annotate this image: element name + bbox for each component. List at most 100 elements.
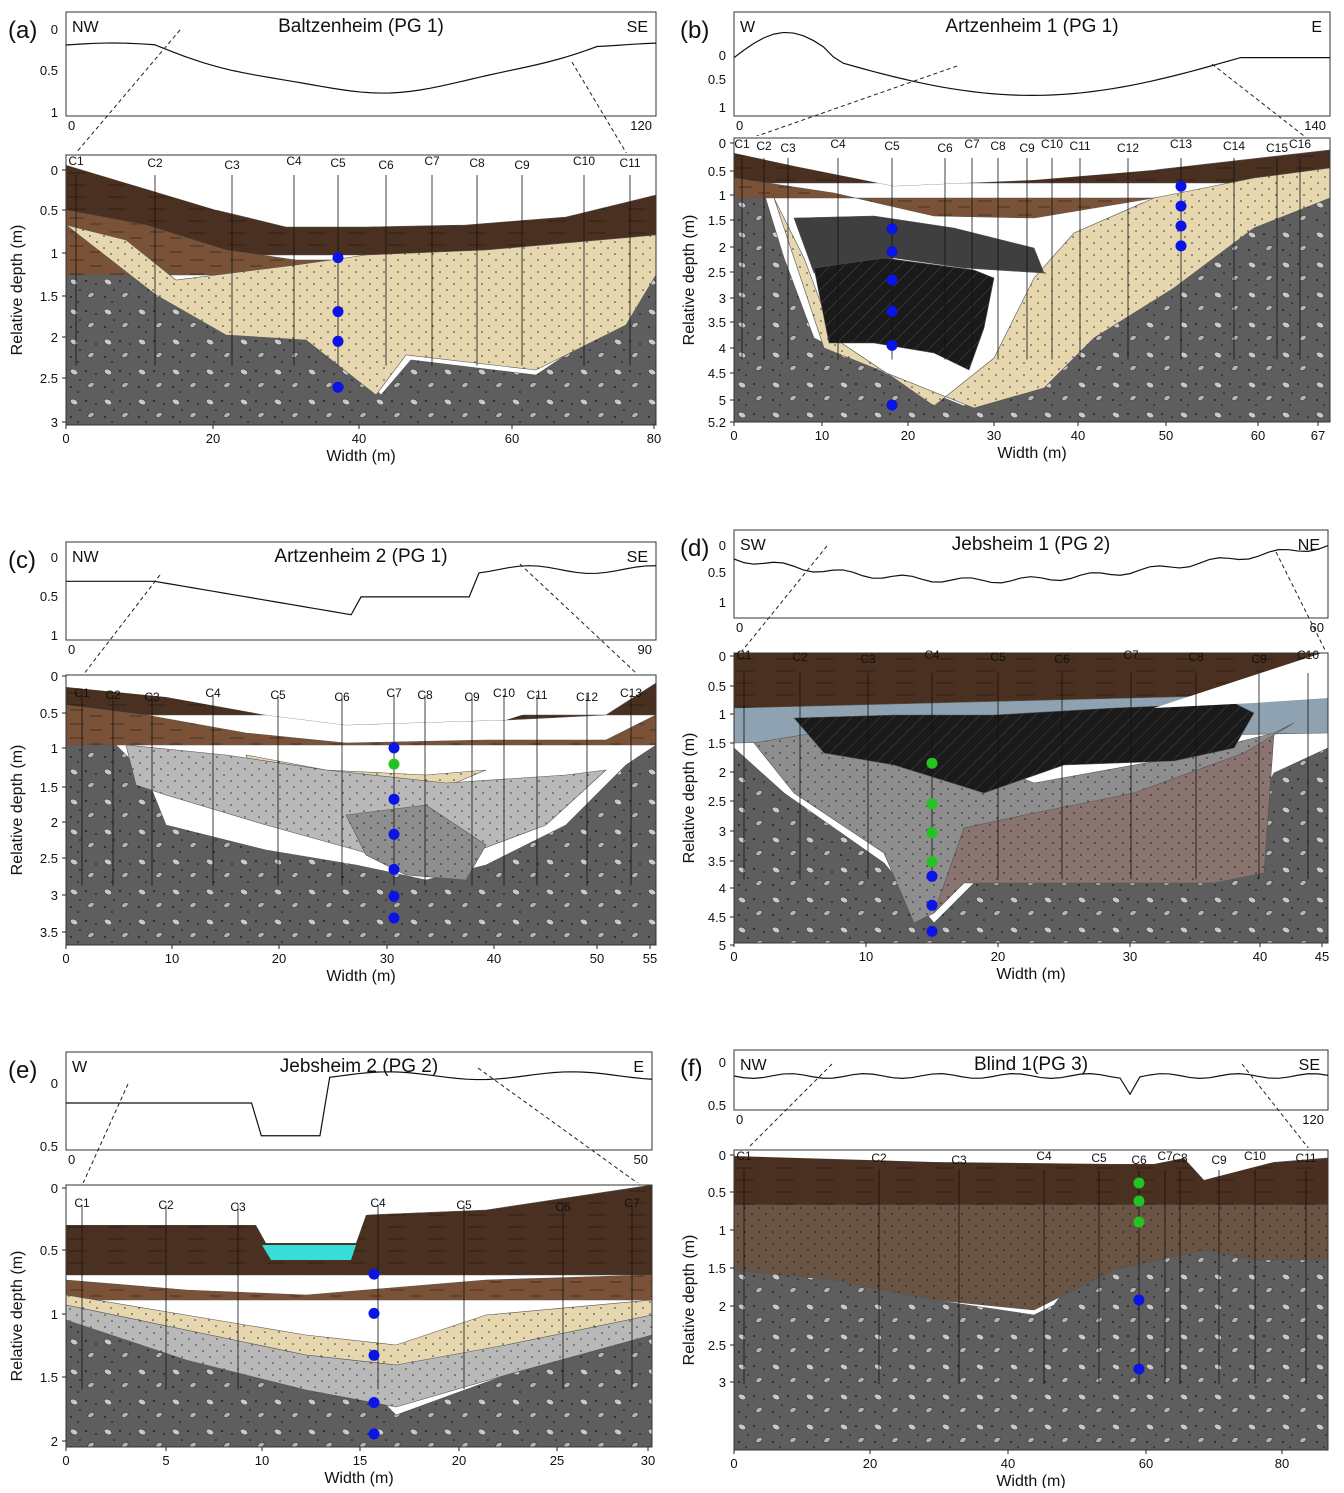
direction-right: SE xyxy=(1299,1057,1320,1074)
width-tick-label: 0 xyxy=(62,1453,69,1468)
core-label: C12 xyxy=(1117,141,1139,155)
profile-frame xyxy=(65,11,657,117)
y-axis-label: Relative depth (m) xyxy=(681,215,698,346)
width-tick-label: 60 xyxy=(505,431,519,446)
sample-point-green xyxy=(1133,1216,1145,1228)
zoom-connector-right xyxy=(1211,63,1323,151)
core-label: C6 xyxy=(334,690,350,704)
core-label: C4 xyxy=(1036,1149,1052,1163)
y-axis-label: Relative depth (m) xyxy=(681,1235,698,1366)
core-label: C7 xyxy=(1157,1149,1173,1163)
profile-y-tick: 1 xyxy=(51,628,58,643)
width-tick-label: 20 xyxy=(991,949,1005,964)
depth-tick-label: 1.5 xyxy=(708,736,726,751)
profile-y-tick: 0.5 xyxy=(40,589,58,604)
water-body xyxy=(262,1245,356,1260)
core-label: C10 xyxy=(573,154,595,168)
profile-x-tick: 140 xyxy=(1304,118,1326,133)
direction-left: NW xyxy=(72,19,100,36)
core-label: C3 xyxy=(951,1153,967,1167)
core-label: C7 xyxy=(624,1196,640,1210)
direction-right: SE xyxy=(627,19,648,36)
core-label: C7 xyxy=(1123,648,1139,662)
panel-title: Baltzenheim (PG 1) xyxy=(278,16,444,37)
core-label: C11 xyxy=(619,156,640,170)
sample-point-blue xyxy=(886,339,898,351)
cross-section xyxy=(733,1148,1329,1451)
profile-frame xyxy=(65,541,657,641)
y-axis-label: Relative depth (m) xyxy=(681,733,698,864)
profile-y-tick: 0 xyxy=(719,538,726,553)
sample-point-blue xyxy=(1133,1294,1145,1306)
zoom-connector-left xyxy=(69,574,161,693)
core-label: C4 xyxy=(830,137,846,151)
depth-tick-label: 2 xyxy=(719,1299,726,1314)
width-tick-label: 60 xyxy=(1139,1456,1153,1471)
core-label: C6 xyxy=(937,141,953,155)
width-tick-label: 0 xyxy=(62,951,69,966)
sample-point-blue xyxy=(388,742,400,754)
core-label: C16 xyxy=(1289,137,1311,151)
depth-tick-label: 3 xyxy=(51,415,58,430)
sample-point-blue xyxy=(886,246,898,258)
sample-point-blue xyxy=(926,925,938,937)
profile-x-tick: 90 xyxy=(638,642,652,657)
sample-point-green xyxy=(388,758,400,770)
terrain-profile-line xyxy=(66,565,657,616)
sample-point-blue xyxy=(1175,220,1187,232)
core-label: C3 xyxy=(144,690,160,704)
sky xyxy=(66,153,656,210)
profile-x-tick: 0 xyxy=(68,118,75,133)
zoom-connector-right xyxy=(519,563,653,689)
grey-silt-layer xyxy=(125,744,607,866)
width-tick-label: 50 xyxy=(590,951,604,966)
sample-point-blue xyxy=(388,863,400,875)
profile-x-tick: 0 xyxy=(68,1152,75,1167)
core-label: C8 xyxy=(469,156,485,170)
width-tick-label: 40 xyxy=(352,431,366,446)
terrain-profile-line xyxy=(733,31,1330,97)
sample-point-blue xyxy=(388,828,400,840)
width-tick-label: 15 xyxy=(353,1453,367,1468)
terrain-profile-line xyxy=(733,545,1329,584)
profile-x-tick: 120 xyxy=(1302,1112,1324,1127)
zoom-connector-left xyxy=(739,65,958,143)
core-label: C8 xyxy=(990,139,1006,153)
panel-title: Jebsheim 1 (PG 2) xyxy=(952,534,1110,555)
sample-point-blue xyxy=(1175,200,1187,212)
zoom-connector-left xyxy=(737,545,828,657)
zoom-connector-right xyxy=(1241,1063,1325,1169)
sample-point-blue xyxy=(1175,240,1187,252)
core-label: C5 xyxy=(456,1198,472,1212)
zoom-connector-left xyxy=(69,29,181,161)
core-label: C6 xyxy=(378,158,394,172)
zoom-connector-right xyxy=(477,1067,651,1193)
depth-tick-label: 5.2 xyxy=(708,415,726,430)
panel-b: (b) Artzenheim 1 (PG 1) W E 0 0.5 1 0 140 C1 C2 C3 C… xyxy=(672,0,1344,480)
depth-tick-label: 3 xyxy=(719,1375,726,1390)
direction-right: E xyxy=(1311,19,1322,36)
sample-point-green xyxy=(926,798,938,810)
core-label: C3 xyxy=(780,141,796,155)
depth-tick-label: 1 xyxy=(719,707,726,722)
depth-tick-label: 1.5 xyxy=(708,1261,726,1276)
depth-tick-label: 1 xyxy=(719,188,726,203)
depth-tick-label: 0.5 xyxy=(40,1243,58,1258)
depth-tick-label: 0.5 xyxy=(708,679,726,694)
width-tick-label: 20 xyxy=(452,1453,466,1468)
zoom-connector-right xyxy=(571,61,653,197)
peat-layer xyxy=(813,257,995,371)
core-label: C8 xyxy=(1172,1151,1188,1165)
sky xyxy=(734,1148,1328,1180)
width-tick-label: 10 xyxy=(859,949,873,964)
core-label: C7 xyxy=(386,686,402,700)
depth-tick-label: 2.5 xyxy=(40,851,58,866)
profile-y-tick: 0.5 xyxy=(708,565,726,580)
cross-section xyxy=(733,651,1329,944)
profile-frame xyxy=(733,1049,1329,1111)
peat-layer xyxy=(793,702,1255,794)
sample-point-blue xyxy=(1133,1363,1145,1375)
profile-y-tick: 0 xyxy=(719,48,726,63)
